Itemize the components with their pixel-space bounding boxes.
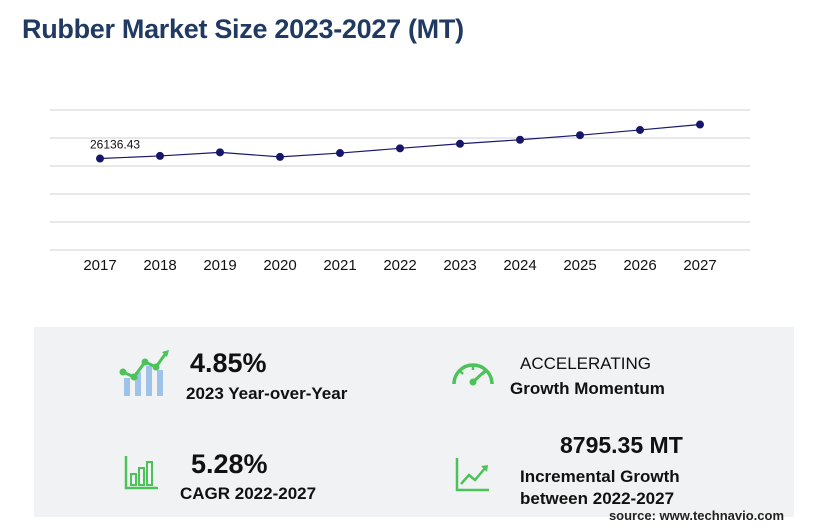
data-point (216, 148, 224, 157)
yoy-label: 2023 Year-over-Year (186, 384, 348, 403)
data-label: 26136.43 (90, 138, 140, 152)
x-tick-label: 2024 (503, 257, 536, 274)
series-line-layer (99, 123, 701, 160)
momentum-value: ACCELERATING (520, 354, 651, 373)
bar-chart-icon (124, 456, 158, 490)
growth-bars-icon (119, 350, 169, 396)
data-point (636, 125, 644, 134)
cagr-label: CAGR 2022-2027 (180, 484, 317, 503)
x-tick-label: 2026 (623, 257, 656, 274)
incremental-label-line2: between 2022-2027 (520, 489, 675, 508)
cagr-value: 5.28% (191, 449, 268, 479)
data-point (336, 149, 344, 158)
speedometer-icon (452, 363, 494, 386)
source-credit: source: www.technavio.com (608, 508, 784, 523)
x-tick-label: 2019 (203, 257, 236, 274)
data-point (276, 152, 284, 161)
x-tick-label: 2025 (563, 257, 596, 274)
chart-title: Rubber Market Size 2023-2027 (MT) (22, 14, 464, 44)
incremental-value: 8795.35 MT (560, 432, 683, 458)
momentum-label: Growth Momentum (510, 379, 665, 398)
x-axis-ticks: 2017 2018 2019 2020 2021 2022 2023 2024 2025 2026… (83, 257, 716, 274)
chart-grid (50, 109, 750, 251)
data-point (156, 151, 164, 160)
trend-up-icon (455, 458, 489, 492)
data-point (96, 154, 104, 163)
x-tick-label: 2027 (683, 257, 716, 274)
yoy-value: 4.85% (190, 348, 267, 378)
data-point (396, 144, 404, 153)
x-tick-label: 2017 (83, 257, 116, 274)
x-tick-label: 2018 (143, 257, 176, 274)
incremental-label-line1: Incremental Growth (520, 467, 680, 486)
data-point (516, 135, 524, 144)
x-tick-label: 2022 (383, 257, 416, 274)
data-point (576, 131, 584, 140)
x-tick-label: 2021 (323, 257, 356, 274)
series-line (99, 123, 701, 160)
data-point (456, 139, 464, 148)
data-points (96, 120, 704, 163)
data-point (696, 120, 704, 129)
x-tick-label: 2020 (263, 257, 296, 274)
x-tick-label: 2023 (443, 257, 476, 274)
data-labels: 26136.43 (90, 138, 140, 152)
line-chart: 26136.43 2017 2018 2019 2020 2021 2022 2023 202… (50, 109, 750, 274)
